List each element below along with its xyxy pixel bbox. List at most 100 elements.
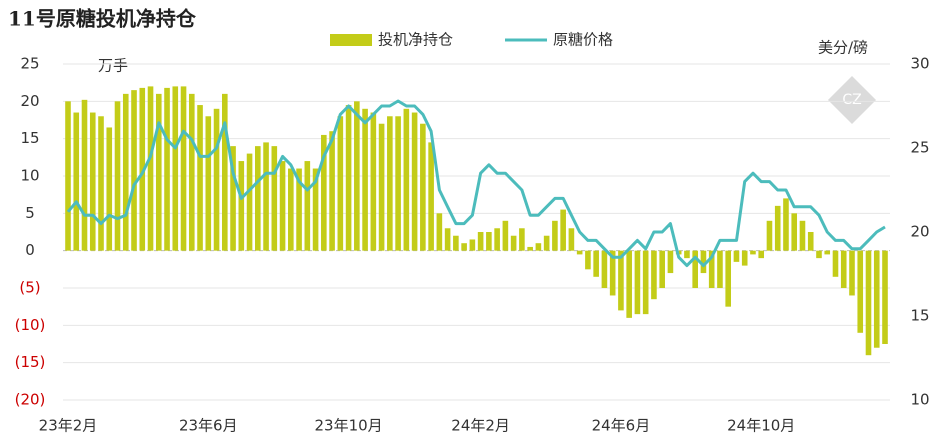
- bar: [73, 112, 80, 251]
- bar: [865, 250, 872, 356]
- bar: [197, 105, 203, 251]
- bar: [849, 250, 855, 296]
- bar: [873, 250, 880, 348]
- bar: [147, 86, 154, 251]
- legend-label: 投机净持仓: [378, 31, 453, 49]
- bar: [205, 116, 212, 251]
- bar: [486, 232, 492, 251]
- bar: [642, 250, 649, 315]
- bar: [766, 220, 773, 251]
- y-tick-label: (10): [15, 316, 46, 334]
- bar: [387, 116, 393, 251]
- bar: [824, 250, 831, 255]
- bar: [651, 250, 657, 300]
- x-tick-label: 24年2月: [451, 417, 510, 435]
- bar: [89, 112, 96, 251]
- bar: [568, 228, 575, 251]
- bar: [692, 250, 698, 288]
- bar: [411, 112, 418, 251]
- bar: [321, 134, 327, 251]
- bar: [882, 250, 888, 344]
- y-tick-label: 15: [20, 129, 39, 147]
- bar: [378, 123, 385, 251]
- bar: [626, 250, 632, 318]
- y-unit: 万手: [98, 57, 128, 75]
- price-line: [66, 99, 886, 268]
- bar: [395, 116, 401, 251]
- bar: [164, 87, 170, 251]
- y-tick-label: 10: [20, 167, 39, 185]
- bar: [717, 250, 723, 288]
- bar: [576, 250, 583, 255]
- bar: [255, 146, 261, 251]
- x-tick-label: 23年10月: [314, 417, 382, 435]
- bar: [700, 250, 707, 274]
- x-tick-label: 24年10月: [727, 417, 795, 435]
- bar: [403, 108, 410, 251]
- bar: [634, 250, 641, 315]
- bar: [609, 250, 616, 296]
- bar: [494, 228, 500, 251]
- logo: CZ: [827, 75, 877, 125]
- bar: [510, 235, 517, 251]
- bar: [114, 101, 121, 251]
- bar: [246, 153, 253, 251]
- bar: [122, 93, 129, 251]
- bar: [527, 246, 533, 251]
- bar: [857, 250, 864, 333]
- bar: [65, 101, 71, 251]
- bar: [329, 131, 335, 251]
- bar: [535, 243, 542, 251]
- bar: [271, 146, 278, 251]
- bar: [428, 142, 434, 251]
- bar: [131, 90, 137, 251]
- bar: [180, 86, 187, 251]
- bar: [783, 198, 789, 251]
- y2-tick-label: 15: [910, 307, 929, 325]
- x-tick-label: 23年2月: [39, 417, 98, 435]
- x-tick-label: 23年6月: [179, 417, 238, 435]
- bar: [840, 250, 847, 288]
- bar: [362, 108, 368, 251]
- svg-text:CZ: CZ: [842, 92, 861, 108]
- bar: [453, 235, 459, 251]
- bar: [230, 146, 236, 251]
- bar: [106, 127, 113, 251]
- bar: [519, 228, 525, 251]
- bar: [188, 93, 195, 251]
- bar: [684, 250, 690, 259]
- y2-tick-label: 30: [910, 55, 929, 73]
- bar: [791, 213, 798, 251]
- legend-label: 原糖价格: [553, 31, 613, 49]
- bar: [155, 93, 162, 251]
- bar: [345, 105, 352, 251]
- bar: [279, 161, 286, 251]
- y-tick-label: (15): [15, 353, 46, 371]
- y-tick-label: 20: [20, 92, 39, 110]
- y-tick-label: 5: [25, 204, 35, 222]
- bar: [807, 232, 814, 251]
- bar: [733, 250, 740, 262]
- bar: [337, 116, 344, 251]
- bar: [436, 213, 443, 251]
- bar: [213, 108, 220, 251]
- bar: [560, 209, 566, 251]
- bar: [172, 86, 179, 251]
- bar: [444, 228, 451, 251]
- y-tick-label: 25: [20, 55, 39, 73]
- bar: [708, 250, 715, 288]
- bar: [816, 250, 822, 259]
- bar: [667, 250, 674, 274]
- chart-title: 11号原糖投机净持仓: [8, 7, 197, 31]
- bar: [750, 250, 756, 255]
- bar: [832, 250, 839, 277]
- bar: [552, 220, 558, 251]
- bar: [98, 116, 104, 251]
- bar: [263, 142, 269, 251]
- bar: [543, 235, 550, 251]
- y-tick-label: 0: [25, 241, 35, 259]
- bar: [469, 239, 476, 251]
- bar: [420, 123, 426, 251]
- legend-swatch: [330, 34, 372, 46]
